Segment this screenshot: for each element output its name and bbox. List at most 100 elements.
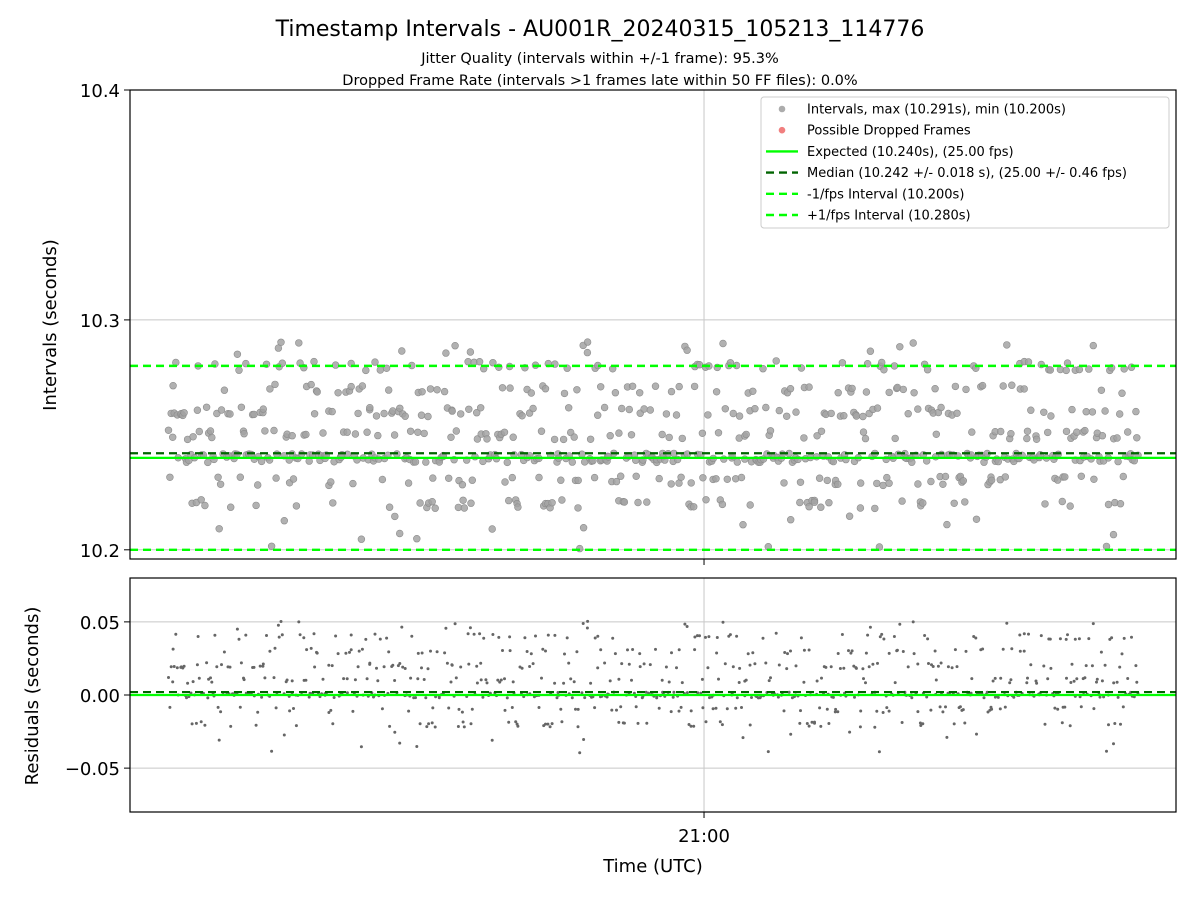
residual-point: [1073, 637, 1077, 641]
interval-point: [687, 479, 695, 487]
residual-point: [848, 730, 852, 734]
interval-point: [891, 434, 899, 443]
residual-point: [829, 665, 833, 669]
residual-point: [644, 690, 648, 694]
residual-point: [833, 710, 837, 714]
residual-point: [680, 681, 684, 685]
residual-point: [550, 722, 554, 726]
residual-point: [348, 650, 351, 654]
residual-point: [707, 635, 711, 639]
interval-point: [457, 410, 465, 418]
residual-point: [528, 665, 532, 668]
residual-point: [999, 676, 1003, 680]
interval-point: [689, 503, 698, 511]
interval-point: [677, 473, 685, 481]
chart-subtitle-dropped: Dropped Frame Rate (intervals >1 frames …: [342, 73, 857, 89]
interval-point: [1001, 473, 1009, 481]
residual-point: [174, 632, 178, 636]
residual-point: [1053, 706, 1057, 710]
residual-point: [576, 707, 580, 711]
interval-point: [414, 428, 422, 436]
interval-point: [568, 458, 576, 466]
residual-point: [1026, 676, 1029, 680]
residual-point: [175, 666, 179, 670]
interval-point: [201, 501, 209, 510]
interval-point: [1007, 430, 1015, 438]
interval-point: [959, 477, 967, 485]
interval-point: [662, 410, 671, 418]
interval-point: [612, 477, 621, 486]
interval-point: [334, 389, 342, 397]
interval-point: [861, 434, 870, 443]
residual-point: [782, 709, 786, 713]
residual-point: [887, 651, 891, 655]
interval-point: [782, 412, 791, 420]
residual-point: [1042, 664, 1046, 668]
residual-point: [605, 695, 609, 699]
interval-point: [422, 458, 430, 466]
interval-point: [817, 503, 825, 511]
residual-point: [1022, 649, 1026, 653]
residual-point: [741, 736, 745, 740]
interval-point: [558, 496, 566, 504]
residual-point: [764, 661, 768, 665]
interval-point: [899, 385, 907, 394]
interval-point: [800, 434, 808, 442]
residual-point: [344, 651, 348, 655]
residual-point: [867, 665, 871, 669]
residual-point: [195, 663, 199, 667]
interval-point: [288, 432, 296, 440]
residual-point: [1121, 705, 1125, 709]
residual-point: [944, 705, 947, 709]
residual-point: [285, 678, 289, 682]
interval-point: [508, 473, 516, 482]
interval-point: [227, 503, 235, 511]
interval-point: [498, 384, 507, 392]
interval-point: [1066, 502, 1074, 510]
interval-point: [193, 406, 202, 414]
residual-point: [1135, 680, 1139, 684]
interval-point: [1119, 472, 1128, 481]
residual-point: [946, 665, 950, 669]
residual-point: [593, 636, 597, 640]
interval-point: [1101, 407, 1109, 415]
residual-point: [1130, 635, 1133, 639]
interval-point: [914, 405, 922, 413]
residual-point: [825, 707, 829, 711]
interval-point: [904, 410, 912, 418]
interval-point: [838, 359, 847, 367]
residual-point: [365, 677, 369, 681]
residual-point: [349, 633, 353, 637]
residual-point: [642, 662, 646, 666]
interval-point: [343, 428, 351, 436]
residual-point: [497, 635, 501, 639]
interval-point: [169, 382, 177, 390]
residual-point: [993, 676, 997, 680]
residual-point: [360, 647, 364, 651]
residual-point: [292, 707, 295, 710]
interval-point: [941, 472, 950, 481]
residual-point: [302, 636, 306, 640]
residual-point: [351, 709, 355, 713]
interval-point: [473, 435, 482, 443]
residual-point: [559, 707, 563, 711]
interval-point: [909, 339, 917, 347]
residual-point: [974, 636, 978, 640]
interval-point: [1003, 341, 1011, 349]
interval-point: [164, 426, 173, 434]
residual-point: [603, 661, 607, 665]
interval-point: [994, 457, 1002, 466]
residual-point: [321, 677, 325, 681]
residual-point: [305, 648, 309, 652]
residual-point: [794, 664, 798, 668]
interval-point: [1114, 457, 1122, 466]
interval-point: [796, 498, 804, 507]
interval-point: [690, 382, 699, 391]
interval-point: [667, 480, 675, 488]
residual-point: [219, 710, 223, 714]
interval-point: [987, 476, 996, 484]
residual-point: [1083, 676, 1087, 680]
interval-point: [852, 412, 861, 420]
residual-point: [268, 649, 272, 653]
residual-point: [898, 622, 902, 626]
